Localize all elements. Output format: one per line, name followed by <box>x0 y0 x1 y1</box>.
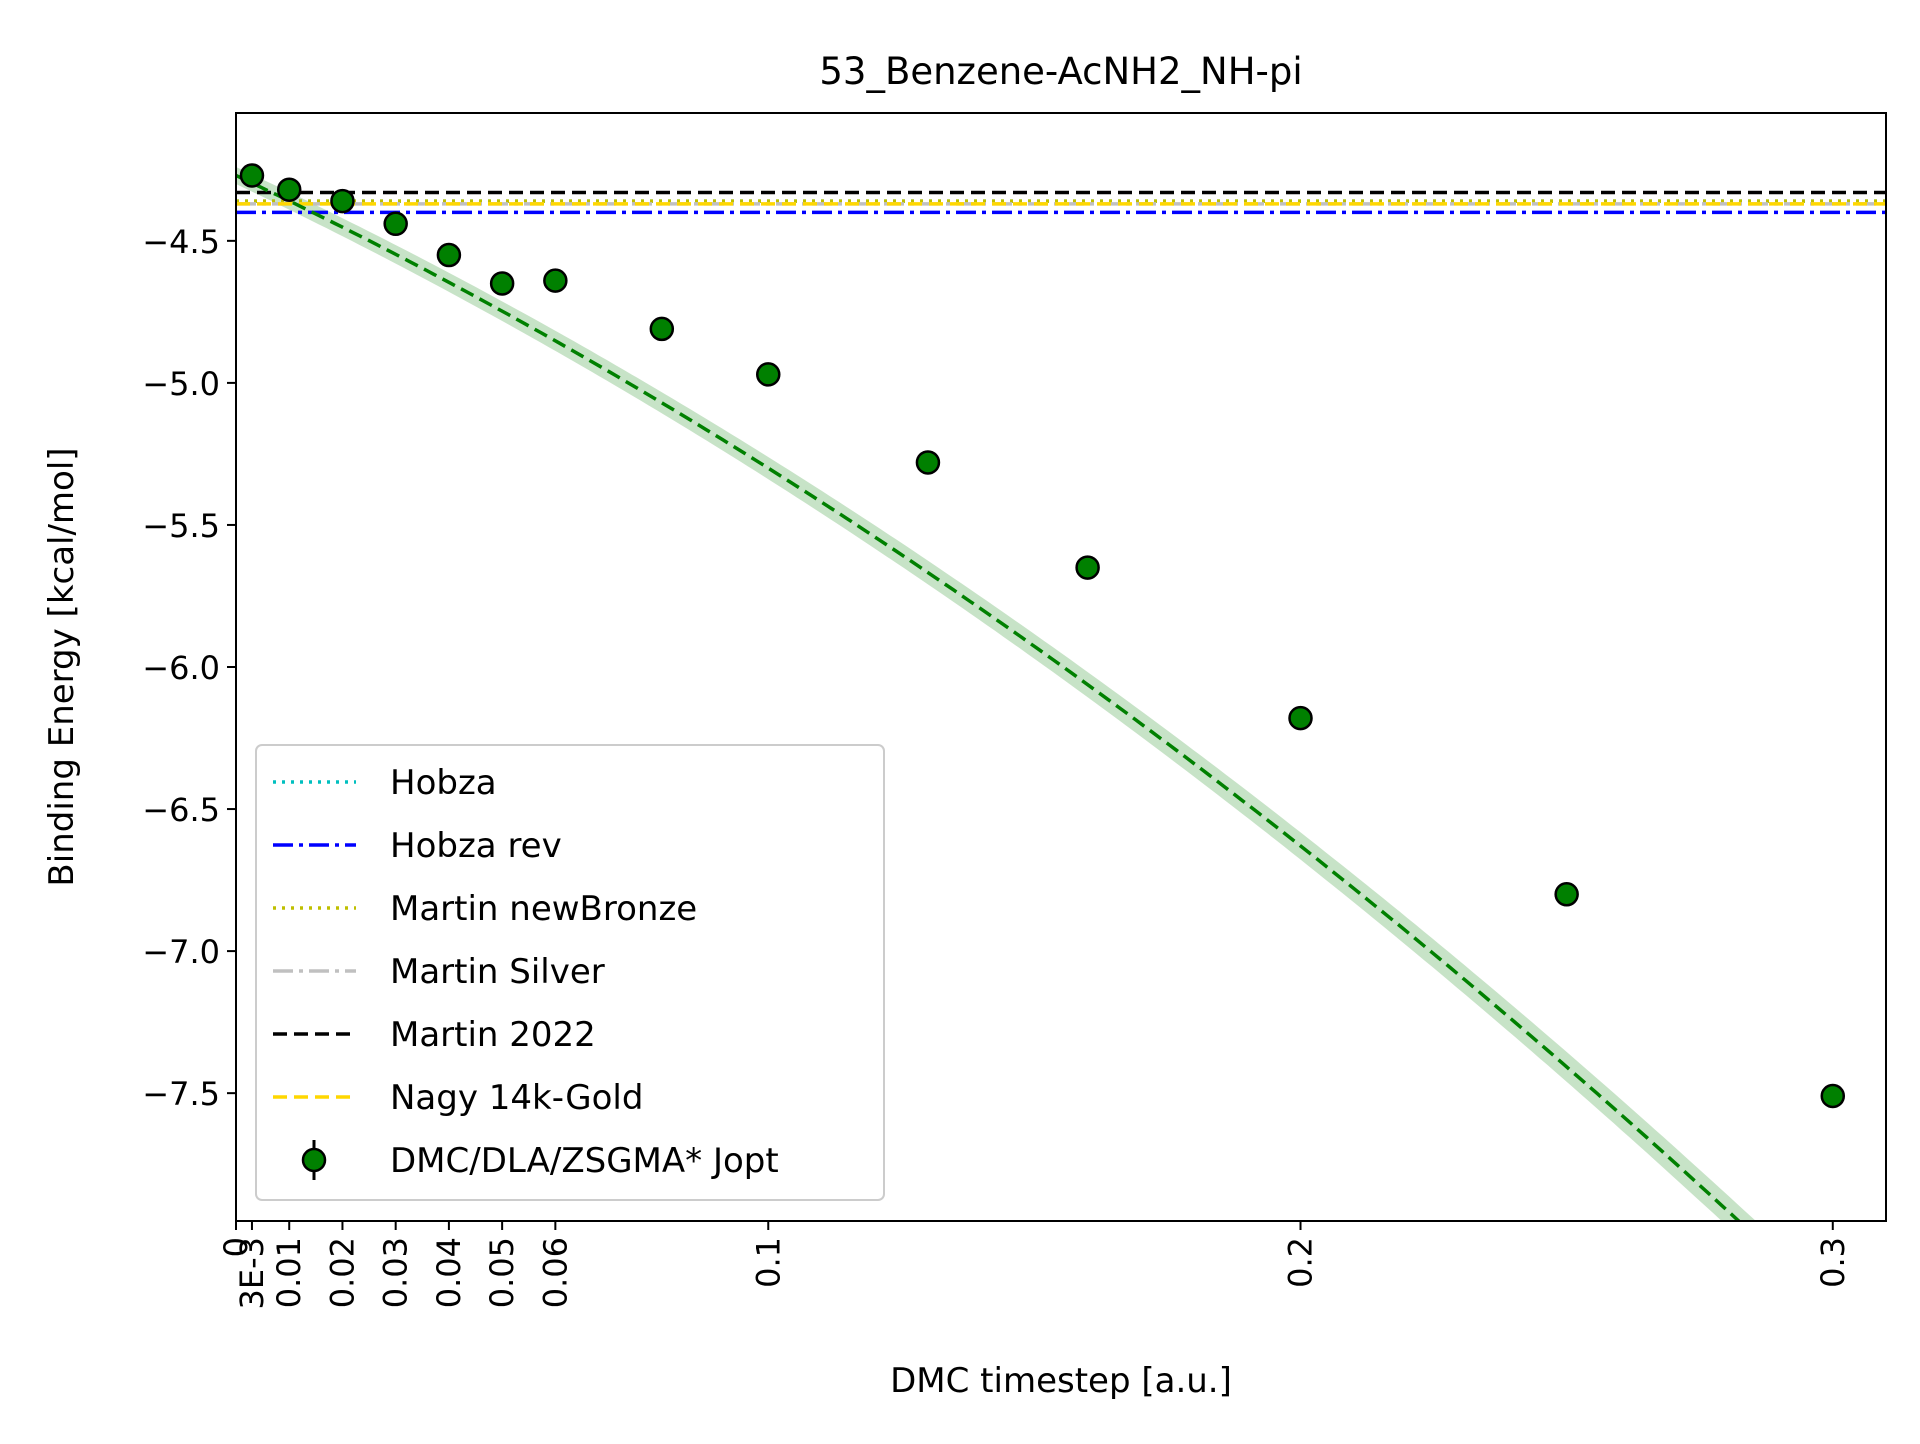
legend-entry: Martin Silver <box>273 952 605 992</box>
x-tick-label: 0.01 <box>270 1237 308 1308</box>
legend-label: Nagy 14k-Gold <box>390 1078 643 1118</box>
data-marker <box>239 163 265 188</box>
legend-entry: Hobza rev <box>273 826 562 866</box>
data-point <box>436 242 462 268</box>
data-marker <box>543 268 568 293</box>
data-point <box>1554 882 1579 907</box>
data-marker <box>383 211 408 237</box>
y-tick-label: −4.5 <box>142 223 220 261</box>
legend-entry: Hobza <box>273 763 497 803</box>
data-marker <box>330 188 355 214</box>
data-marker <box>1288 705 1313 731</box>
data-point <box>383 211 408 237</box>
legend-entry: Martin newBronze <box>273 889 697 929</box>
data-point <box>1288 705 1313 731</box>
x-tick-label: 0.04 <box>430 1237 468 1308</box>
data-marker <box>649 316 675 342</box>
x-tick-label: 0 <box>217 1237 255 1257</box>
data-point <box>1820 1083 1846 1109</box>
y-tick-label: −7.5 <box>142 1075 220 1113</box>
axis-ticks-layer: −4.5 −5.0 −5.5 −6.0 −6.5 −7.0 −7.5 03E-3 0.01 0.0… <box>142 223 1851 1310</box>
legend-label: Hobza <box>390 763 497 803</box>
legend-entry: Nagy 14k-Gold <box>273 1078 643 1118</box>
legend-label: Martin newBronze <box>390 889 697 929</box>
data-marker <box>436 242 462 268</box>
legend-entry: DMC/DLA/ZSGMA* Jopt <box>301 1140 779 1181</box>
data-marker <box>1075 555 1100 580</box>
data-point <box>330 188 355 214</box>
fit-curve-layer <box>236 173 1742 1221</box>
data-point <box>239 163 265 188</box>
data-points-layer <box>239 163 1846 1109</box>
data-marker <box>756 362 781 387</box>
legend: Hobza Hobza rev Martin newBronze Martin Sil… <box>255 744 885 1201</box>
y-tick-label: −6.0 <box>142 649 220 687</box>
legend-entry: Martin 2022 <box>273 1015 596 1055</box>
y-tick-label: −5.5 <box>142 507 220 545</box>
x-tick-label: 0.03 <box>377 1237 415 1308</box>
legend-swatch <box>301 1147 327 1173</box>
data-marker <box>489 271 515 296</box>
data-point <box>649 316 675 342</box>
y-tick-label: −7.0 <box>142 933 220 971</box>
y-tick-label: −5.0 <box>142 365 220 403</box>
x-tick-label: 3E-3 <box>233 1237 271 1309</box>
data-marker <box>276 177 302 202</box>
x-tick-label: 0.05 <box>483 1237 521 1308</box>
legend-box <box>255 744 885 1201</box>
fit-curve <box>236 173 1742 1221</box>
reference-lines-layer <box>236 190 1886 215</box>
x-axis-label: DMC timestep [a.u.] <box>890 1361 1232 1401</box>
data-point <box>756 362 781 387</box>
x-tick-label: 0.2 <box>1282 1237 1320 1288</box>
x-tick-label: 0.02 <box>323 1237 361 1308</box>
x-tick-label: 0.1 <box>749 1237 787 1288</box>
legend-label: Martin 2022 <box>390 1015 596 1055</box>
legend-label: DMC/DLA/ZSGMA* Jopt <box>390 1141 779 1181</box>
y-tick-label: −6.5 <box>142 791 220 829</box>
y-axis-label: Binding Energy [kcal/mol] <box>42 447 82 886</box>
data-marker <box>1554 882 1579 907</box>
x-tick-label: 0.06 <box>536 1237 574 1308</box>
legend-label: Hobza rev <box>390 826 562 866</box>
data-point <box>543 268 568 293</box>
legend-label: Martin Silver <box>390 952 605 992</box>
data-point <box>1075 555 1100 580</box>
data-marker <box>915 450 941 475</box>
data-marker <box>1820 1083 1846 1109</box>
data-point <box>489 271 515 296</box>
chart-title: 53_Benzene-AcNH2_NH-pi <box>819 50 1302 93</box>
data-point <box>276 177 302 202</box>
x-tick-label: 0.3 <box>1814 1237 1852 1288</box>
data-point <box>915 450 941 475</box>
